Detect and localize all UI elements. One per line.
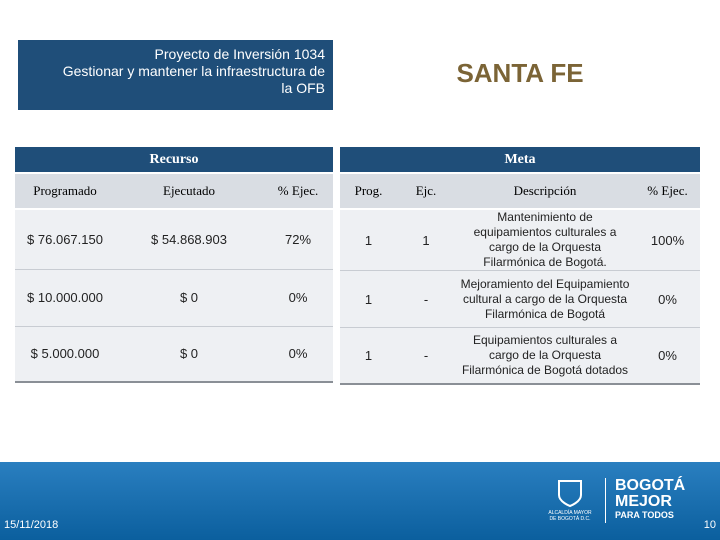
cell: 1 [340, 209, 397, 271]
cell: Mejoramiento del Equipamiento cultural a… [455, 270, 635, 328]
logo-line: BOGOTÁ [615, 477, 686, 494]
cell: Mantenimiento de equipamientos culturale… [455, 209, 635, 271]
group-header: Meta [340, 147, 701, 174]
column-header: Prog. [340, 173, 397, 210]
cell: - [397, 270, 455, 328]
group-row: Meta [340, 147, 701, 174]
column-header: % Ejec. [635, 173, 701, 210]
column-header: Ejecutado [115, 173, 263, 210]
date: 15/11/2018 [4, 519, 59, 531]
group-row: Recurso [15, 147, 334, 174]
logo-line: PARA TODOS [615, 510, 674, 520]
column-row: Prog. Ejc. Descripción% Ejec. [340, 173, 701, 210]
column-header: Programado [15, 173, 115, 210]
project-line: Gestionar y mantener la infraestructura … [62, 63, 325, 79]
project-box: Proyecto de Inversión 1034 Gestionar y m… [18, 40, 333, 110]
cell: 1 [397, 209, 455, 271]
cell: 0% [263, 269, 334, 327]
cell: 0% [635, 270, 701, 328]
cell: 1 [340, 270, 397, 328]
cell: 0% [635, 327, 701, 385]
title: SANTA FE [456, 58, 584, 88]
cell: 72% [263, 209, 334, 270]
column-header: % Ejec. [263, 173, 334, 210]
cell: $ 54.868.903 [115, 209, 263, 270]
data-row: 1- Equipamientos culturales a cargo de la… [340, 327, 701, 385]
data-row: $ 76.067.150 $ 54.868.903 72% [15, 209, 334, 270]
footer-band [0, 462, 720, 540]
project-line: la OFB [281, 80, 325, 96]
cell: - [397, 327, 455, 385]
group-header: Recurso [15, 147, 334, 174]
crest-icon [558, 480, 582, 508]
crest-text: ALCALDÍA MAYOR DE BOGOTÁ D.C. [548, 510, 592, 522]
data-row: 1 1 Mantenimiento de equipamientos cultura… [340, 209, 701, 271]
cell: $ 5.000.000 [15, 326, 115, 383]
cell: 100% [635, 209, 701, 271]
crest: ALCALDÍA MAYOR DE BOGOTÁ D.C. [545, 478, 595, 522]
cell: $ 0 [115, 326, 263, 383]
column-row: Programado Ejecutado% Ejec. [15, 173, 334, 210]
project-line: Proyecto de Inversión 1034 [154, 46, 325, 62]
page-number: 10 [703, 519, 716, 531]
logo-line: MEJOR [615, 493, 672, 510]
cell: Equipamientos culturales a cargo de la O… [455, 327, 635, 385]
cell: 0% [263, 326, 334, 383]
recurso-table: Recurso Programado Ejecutado% Ejec. $ 76.06… [15, 147, 334, 383]
data-row: $ 5.000.000 $ 0 0% [15, 326, 334, 383]
column-header: Descripción [455, 173, 635, 210]
cell: 1 [340, 327, 397, 385]
column-header: Ejc. [397, 173, 455, 210]
data-row: $ 10.000.000 $ 0 0% [15, 269, 334, 327]
meta-table: Meta Prog. Ejc. Descripción% Ejec. 1 1 Manteni… [340, 147, 701, 385]
logo: BOGOTÁ MEJOR PARA TODOS [615, 477, 686, 521]
cell: $ 0 [115, 269, 263, 327]
cell: $ 10.000.000 [15, 269, 115, 327]
divider [605, 478, 606, 523]
data-row: 1- Mejoramiento del Equipamiento cultural… [340, 270, 701, 328]
cell: $ 76.067.150 [15, 209, 115, 270]
